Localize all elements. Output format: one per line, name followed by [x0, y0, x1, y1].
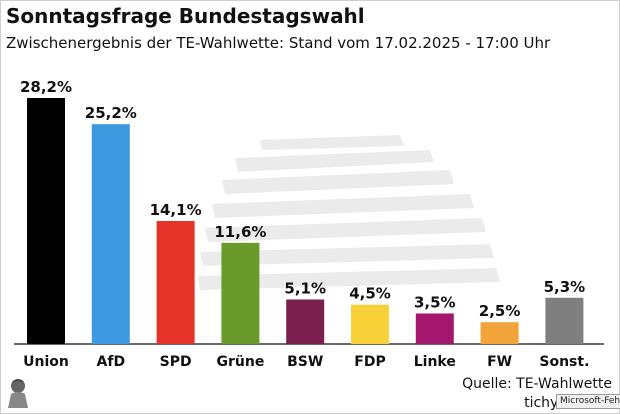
bar-fw	[480, 322, 519, 344]
value-label-fdp: 4,5%	[349, 285, 391, 303]
category-label-linke: Linke	[414, 354, 456, 370]
value-label-fw: 2,5%	[479, 302, 521, 320]
category-label-spd: SPD	[160, 354, 192, 370]
source-text: Quelle: TE-Wahlwette	[462, 376, 612, 392]
category-label-fdp: FDP	[354, 354, 385, 370]
bar-linke	[415, 313, 454, 344]
bar-fdp	[351, 304, 389, 344]
value-label-bsw: 5,1%	[284, 280, 326, 298]
category-label-bsw: BSW	[287, 354, 323, 370]
value-label-linke: 3,5%	[414, 293, 456, 311]
bar-sonst	[545, 297, 584, 344]
bars-layer	[27, 98, 584, 344]
bar-spd	[156, 221, 195, 344]
value-label-spd: 14,1%	[150, 201, 202, 219]
bar-gr-ne	[221, 242, 260, 344]
value-label-afd: 25,2%	[85, 104, 137, 122]
value-label-gr-ne: 11,6%	[214, 223, 266, 241]
category-label-afd: AfD	[97, 354, 126, 370]
bar-union	[27, 98, 65, 344]
tichys-einblick-logo-icon	[8, 379, 28, 408]
value-label-union: 28,2%	[20, 78, 72, 96]
chart-subtitle: Zwischenergebnis der TE-Wahlwette: Stand…	[6, 34, 551, 52]
category-label-union: Union	[23, 354, 69, 370]
category-label-fw: FW	[487, 354, 512, 370]
value-labels-layer: 28,2% 25,2% 14,1% 11,6% 5,1% 4,5% 3,5% 2,5% 5,3%	[20, 78, 585, 320]
bar-bsw	[286, 299, 325, 344]
category-labels-layer: Union AfD SPD Grüne BSW FDP Linke FW Sonst.	[23, 354, 589, 370]
category-label-gr-ne: Grüne	[216, 354, 264, 370]
category-label-sonst: Sonst.	[539, 354, 589, 370]
background-watermark-dome	[198, 135, 500, 290]
chart-title: Sonntagsfrage Bundestagswahl	[6, 4, 365, 28]
bar-afd	[91, 124, 130, 344]
error-tooltip: Microsoft-Fehle	[556, 394, 620, 409]
value-label-sonst: 5,3%	[544, 278, 586, 296]
